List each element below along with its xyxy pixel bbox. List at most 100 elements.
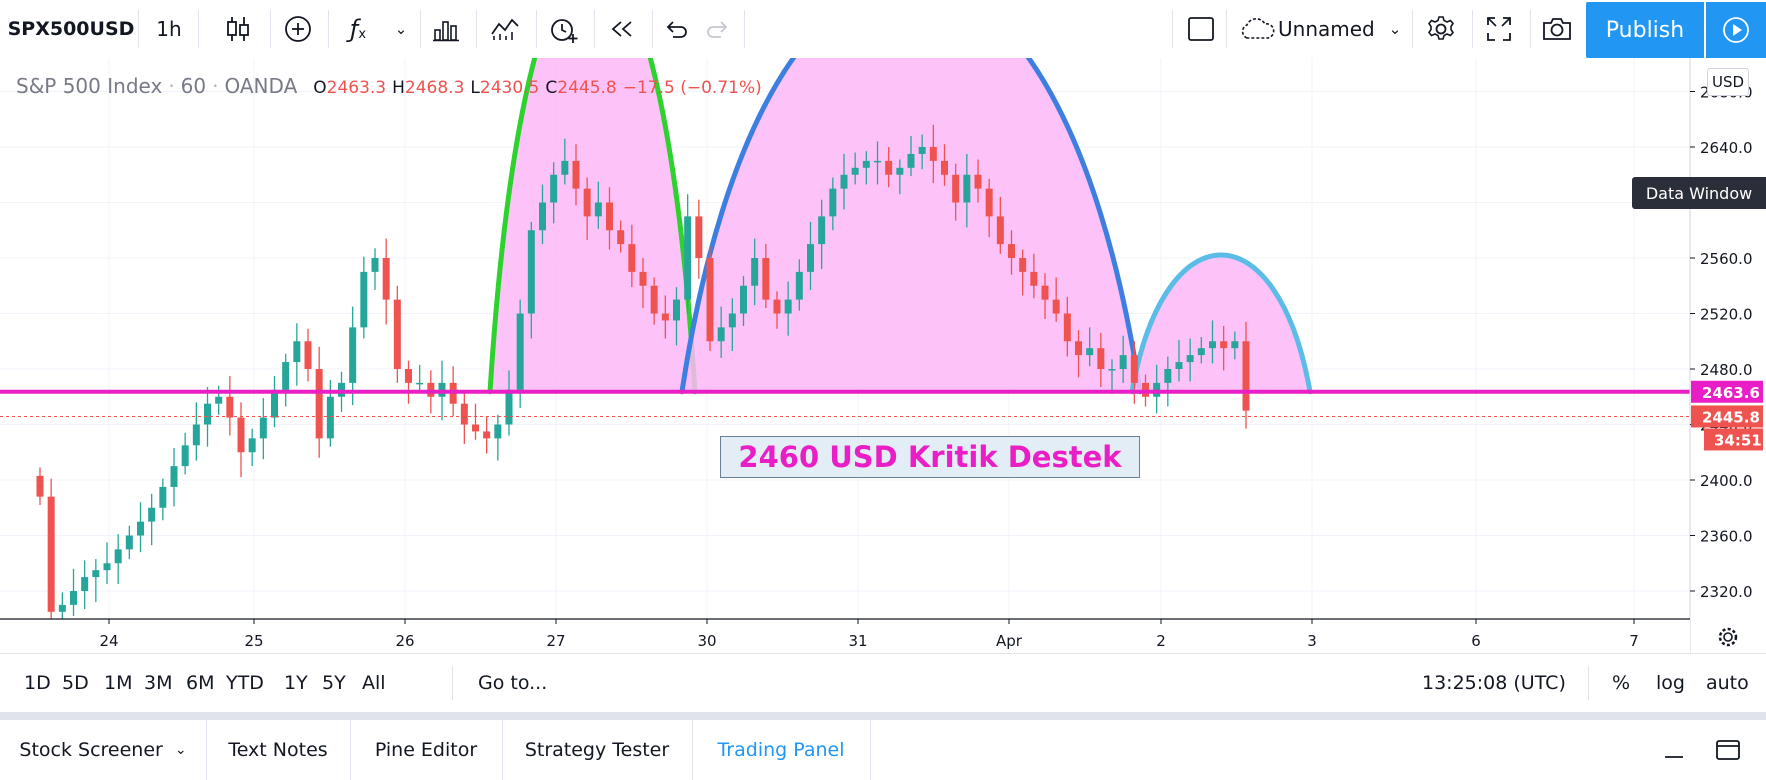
tab-pine-editor[interactable]: Pine Editor	[350, 720, 503, 780]
toolbar-divider	[744, 10, 745, 48]
chevron-down-icon[interactable]: ⌄	[394, 20, 408, 38]
toolbar-divider	[536, 10, 537, 48]
tab-stock-screener[interactable]: Stock Screener ⌄	[0, 720, 207, 780]
chevron-down-icon[interactable]: ⌄	[1388, 20, 1402, 38]
fullscreen-icon[interactable]	[1478, 0, 1520, 58]
currency-badge[interactable]: USD	[1707, 68, 1749, 96]
range-button-1d[interactable]: 1D	[24, 672, 51, 694]
range-button-5d[interactable]: 5D	[62, 672, 89, 694]
candle-body	[460, 403, 468, 425]
toolbar-divider	[270, 10, 271, 48]
price-chart[interactable]: 2680.02640.02600.02560.02520.02480.02440…	[0, 58, 1766, 653]
range-button-5y[interactable]: 5Y	[322, 672, 346, 694]
settings-gear-icon[interactable]	[1420, 0, 1462, 58]
camera-snapshot-icon[interactable]	[1536, 0, 1578, 58]
maximize-panel-icon[interactable]	[1704, 720, 1752, 780]
candle-body	[885, 160, 893, 175]
select-rectangle-icon[interactable]	[1180, 0, 1222, 58]
range-button-all[interactable]: All	[362, 672, 386, 694]
candle-body	[527, 230, 535, 314]
toolbar-divider	[198, 10, 199, 48]
candle-body	[248, 438, 256, 453]
toolbar-divider	[1412, 10, 1413, 48]
range-button-ytd[interactable]: YTD	[226, 672, 264, 694]
chart-pane[interactable]: 2680.02640.02600.02560.02520.02480.02440…	[0, 58, 1766, 653]
candle-body	[505, 389, 513, 425]
candle-body	[81, 577, 89, 591]
toolbar-divider	[476, 10, 477, 48]
candle-body	[762, 258, 770, 300]
price-tick-label: 2320.0	[1700, 583, 1753, 601]
candle-body	[784, 299, 792, 314]
undo-icon[interactable]	[656, 0, 696, 58]
legend-open-value: 2463.3	[326, 78, 387, 98]
time-tick-label: 27	[546, 632, 565, 650]
candle-body	[1063, 313, 1071, 342]
legend-low-label: L	[470, 78, 480, 98]
candle-body	[550, 174, 558, 203]
percent-scale-button[interactable]: %	[1612, 672, 1631, 694]
candle-body	[684, 216, 692, 300]
tab-strategy-tester[interactable]: Strategy Tester	[502, 720, 693, 780]
compare-add-icon[interactable]	[278, 0, 318, 58]
candle-body	[1108, 369, 1116, 371]
time-axis: 24 25 26 27 30 31 Apr 2 3 6 7	[0, 618, 1738, 653]
axis-settings-icon[interactable]	[1718, 627, 1738, 647]
chevron-down-icon[interactable]: ⌄	[174, 742, 187, 758]
range-button-3m[interactable]: 3M	[144, 672, 173, 694]
candle-body	[125, 535, 133, 550]
symbol-search-button[interactable]: SPX500USD	[7, 18, 135, 40]
gear-teeth	[1718, 627, 1738, 647]
interval-button[interactable]: 1h	[156, 17, 182, 41]
candles-chart-type-icon[interactable]	[216, 0, 260, 58]
candle-body	[807, 244, 814, 272]
price-axis-bg	[1690, 58, 1766, 653]
replay-rewind-icon[interactable]	[602, 0, 642, 58]
support-price-tag	[1691, 380, 1763, 403]
candle-body	[304, 341, 312, 369]
legend-high-value: 2468.3	[404, 78, 465, 98]
clock-timezone[interactable]: 13:25:08 (UTC)	[1422, 672, 1566, 694]
candle-body	[751, 258, 759, 286]
candle-body	[963, 174, 971, 203]
price-tick-label: 2360.0	[1700, 528, 1753, 546]
toolbar-divider	[452, 666, 453, 700]
toolbar-divider	[1226, 10, 1227, 48]
publish-button[interactable]: Publish	[1586, 2, 1704, 58]
alert-clock-icon[interactable]	[544, 0, 584, 58]
candle-body	[1220, 341, 1228, 349]
play-idea-icon[interactable]	[1706, 2, 1766, 58]
tab-label: Stock Screener	[19, 739, 163, 761]
layout-name-button[interactable]: Unnamed	[1278, 17, 1375, 41]
candle-body	[92, 570, 100, 578]
candle-body	[996, 216, 1004, 245]
price-lines	[0, 389, 1690, 417]
candle-body	[1130, 355, 1138, 383]
candle-body	[572, 160, 580, 189]
legend-exchange: OANDA	[224, 74, 298, 98]
toolbar-divider	[1530, 10, 1531, 48]
candle-body	[673, 299, 680, 321]
cloud-layout-icon[interactable]	[1236, 0, 1278, 58]
range-button-1y[interactable]: 1Y	[284, 672, 308, 694]
candle-body	[360, 271, 368, 328]
templates-chart-icon[interactable]	[484, 0, 526, 58]
financials-bar-icon[interactable]	[426, 0, 466, 58]
log-scale-button[interactable]: log	[1656, 672, 1685, 694]
support-annotation[interactable]: 2460 USD Kritik Destek	[720, 436, 1140, 478]
auto-scale-button[interactable]: auto	[1706, 672, 1749, 694]
candle-body	[326, 396, 334, 439]
data-window-tooltip[interactable]: Data Window	[1632, 177, 1766, 209]
minimize-panel-icon[interactable]	[1650, 720, 1698, 780]
last-price-label: 2445.8	[1702, 408, 1760, 426]
tab-trading-panel[interactable]: Trading Panel	[692, 720, 871, 780]
goto-date-button[interactable]: Go to...	[478, 672, 548, 694]
range-button-1m[interactable]: 1M	[104, 672, 133, 694]
range-button-6m[interactable]: 6M	[186, 672, 215, 694]
tab-text-notes[interactable]: Text Notes	[206, 720, 351, 780]
time-tick-label: 26	[395, 632, 414, 650]
candle-body	[851, 167, 859, 175]
candle-body	[594, 202, 602, 217]
candle-body	[70, 591, 77, 605]
